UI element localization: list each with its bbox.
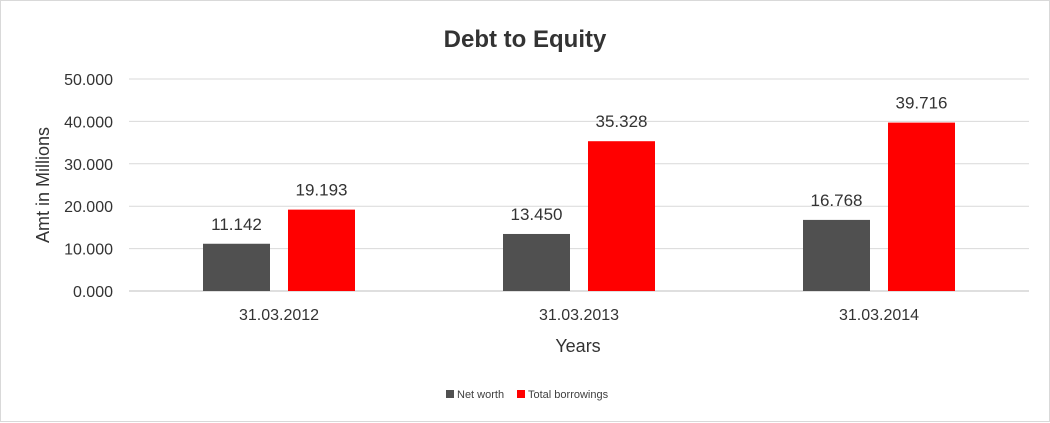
data-label: 11.142 (211, 215, 262, 234)
bar-total-borrowings (588, 141, 655, 291)
bar-net-worth (203, 243, 270, 291)
y-tick-label: 20.000 (64, 199, 113, 216)
data-label: 16.768 (811, 191, 863, 210)
y-tick-label: 10.000 (64, 242, 113, 259)
y-tick-label: 50.000 (64, 72, 113, 89)
x-tick-label: 31.03.2012 (239, 307, 319, 324)
legend-swatch (517, 390, 525, 398)
bar-net-worth (803, 219, 870, 291)
gridlines (129, 78, 1029, 292)
y-axis-title: Amt in Millions (33, 127, 53, 243)
legend-swatch (446, 390, 454, 398)
bar-net-worth (503, 233, 570, 291)
x-tick-label: 31.03.2014 (839, 307, 919, 324)
x-tick-label: 31.03.2013 (539, 307, 619, 324)
chart-title: Debt to Equity (444, 26, 607, 53)
y-axis-ticks: 0.000 10.000 20.000 30.000 40.000 50.000 (64, 72, 113, 301)
y-tick-label: 40.000 (64, 114, 113, 131)
data-labels: 11.142 19.193 13.450 35.328 16.768 39.716 (211, 94, 947, 234)
data-label: 19.193 (296, 181, 348, 200)
bars (203, 122, 955, 291)
data-label: 35.328 (596, 112, 648, 131)
y-tick-label: 0.000 (73, 284, 113, 301)
y-tick-label: 30.000 (64, 157, 113, 174)
data-label: 39.716 (896, 94, 948, 113)
bar-total-borrowings (288, 209, 355, 291)
legend-entry: Total borrowings (528, 389, 609, 401)
legend-entry: Net worth (457, 389, 504, 401)
legend: Net worth Total borrowings (446, 389, 609, 401)
x-axis-ticks: 31.03.2012 31.03.2013 31.03.2014 (239, 307, 919, 324)
x-axis-title: Years (555, 336, 600, 356)
data-label: 13.450 (511, 205, 563, 224)
bar-total-borrowings (888, 122, 955, 291)
